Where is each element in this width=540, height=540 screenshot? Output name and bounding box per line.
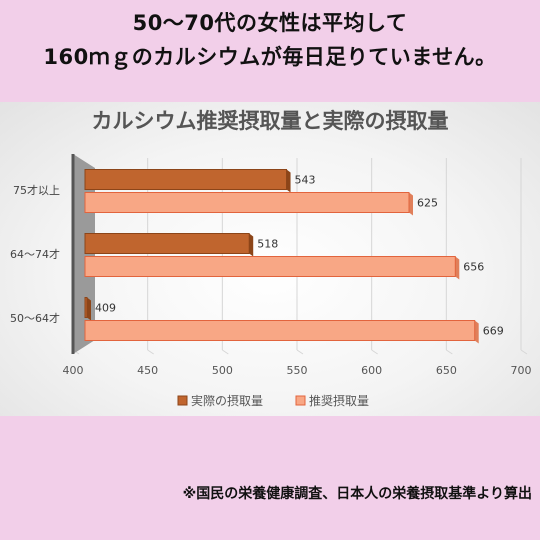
bar-side [87,297,91,321]
chart-title: カルシウム推奨摂取量と実際の摂取量 [92,109,449,133]
x-tick-label: 450 [137,364,158,377]
data-label: 543 [295,174,316,187]
data-label: 518 [257,238,278,251]
gridline-floor [446,349,453,355]
gridline-floor [147,349,154,355]
legend-label: 推奨摂取量 [309,393,369,408]
x-tick-label: 600 [361,364,382,377]
source-note: ※国民の栄養健康調査、日本人の栄養摂取基準より算出 [182,486,532,502]
bar-side [249,233,254,257]
data-label: 409 [95,302,116,315]
legend-swatch [177,395,188,406]
category-label: 75才以上 [13,183,60,197]
data-label: 669 [483,325,504,338]
headline-line-2: 160ｍｇのカルシウムが毎日足りていません。 [43,45,497,69]
x-tick-label: 400 [63,364,84,377]
bar-side [409,192,413,216]
legend-label: 実際の摂取量 [191,393,263,408]
gridline-floor [371,349,378,355]
headline-line-1: 50～70代の女性は平均して [132,11,408,35]
gridline-floor [222,349,229,355]
bar-actual-intake [84,169,288,190]
calcium-bar-chart: カルシウム推奨摂取量と実際の摂取量 75才以上 543 625 64～74才 518 656… [10,109,532,408]
headline: 50～70代の女性は平均して 160ｍｇのカルシウムが毎日足りていません。 [0,6,540,74]
bar-actual-intake [84,233,250,254]
gridline-floor [296,349,304,355]
data-label: 625 [417,197,438,210]
category-label: 50～64才 [10,311,60,325]
x-tick-label: 500 [212,364,233,377]
x-tick-label: 650 [436,364,457,377]
bar-actual-intake [84,297,88,318]
chart-panel: カルシウム推奨摂取量と実際の摂取量 75才以上 543 625 64～74才 518 656… [0,102,540,416]
bar-recommended-intake [84,192,410,213]
gridline-floor [520,349,528,355]
data-label: 656 [463,261,484,274]
bar-side [286,169,291,193]
category-label: 64～74才 [10,247,60,261]
bar-side [455,256,460,280]
bar-side [474,320,479,344]
bar-recommended-intake [84,320,476,341]
x-tick-label: 550 [287,364,308,377]
bar-recommended-intake [84,256,456,277]
legend-swatch [295,395,306,406]
x-tick-label: 700 [511,364,532,377]
